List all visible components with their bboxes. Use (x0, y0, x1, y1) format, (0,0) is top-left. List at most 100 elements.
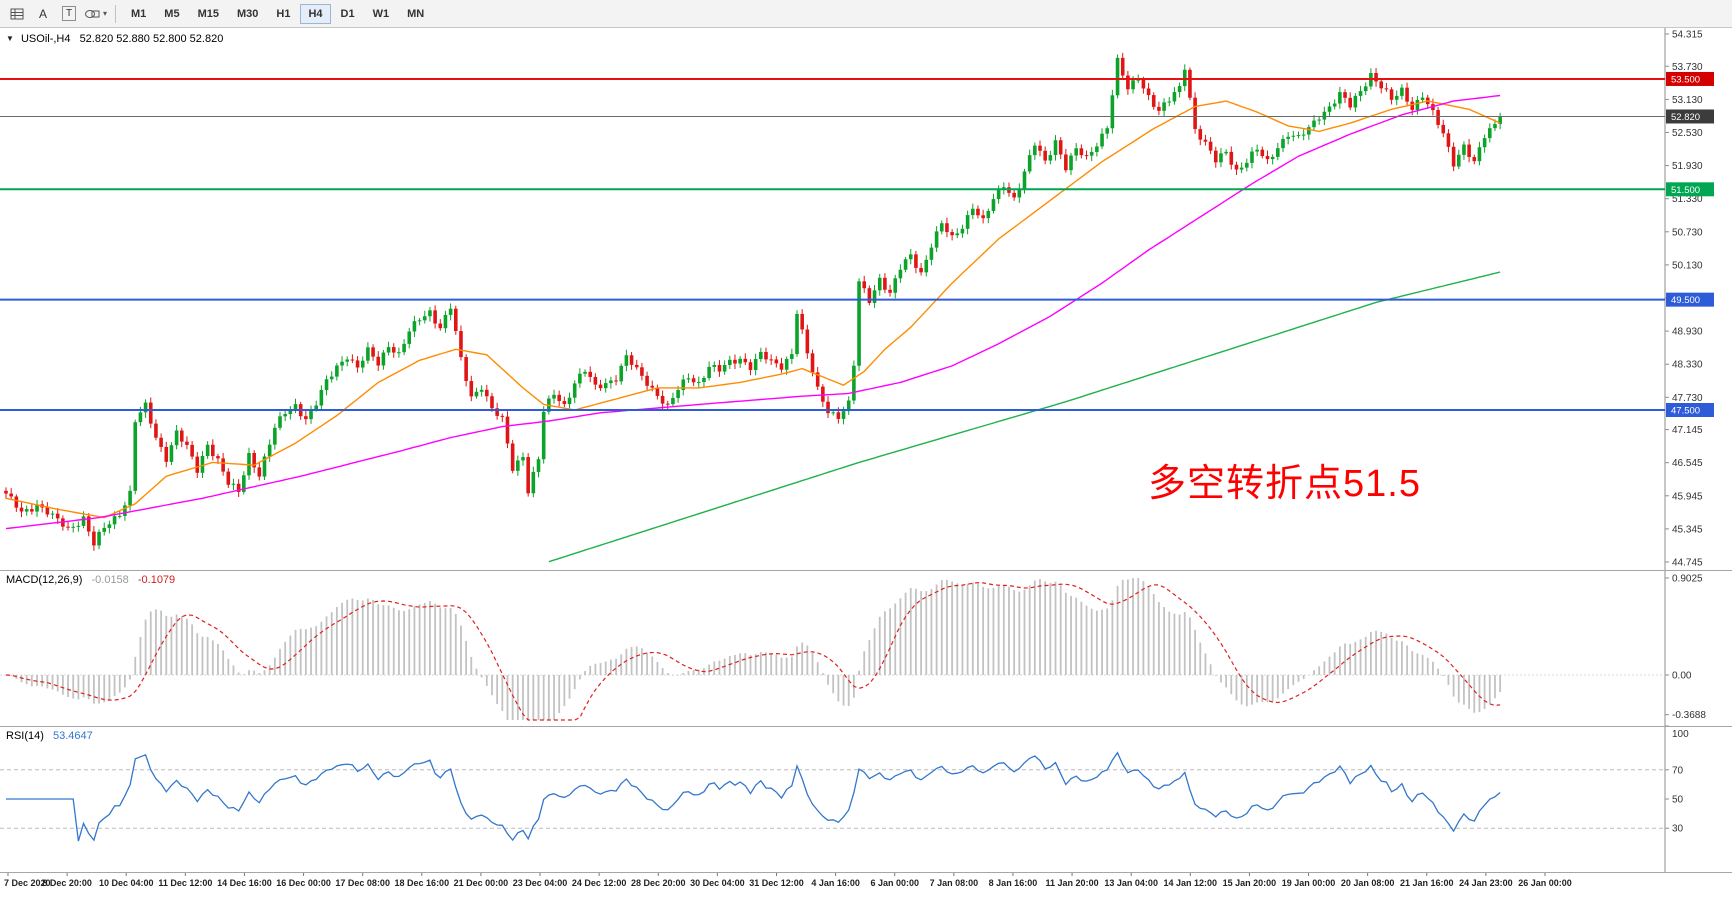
svg-text:7 Dec 2020: 7 Dec 2020 (4, 878, 51, 888)
svg-text:45.945: 45.945 (1672, 491, 1703, 502)
shapes-tool-button[interactable]: ▾ (83, 3, 108, 25)
svg-text:26 Jan 00:00: 26 Jan 00:00 (1518, 878, 1572, 888)
svg-text:30: 30 (1672, 824, 1684, 835)
text-tool-button[interactable]: A (31, 3, 55, 25)
grid-glyph (10, 8, 24, 19)
label-tool-label: T (61, 6, 77, 21)
svg-text:47.145: 47.145 (1672, 425, 1703, 436)
rsi-axis[interactable]: 100 70 50 30 (1665, 725, 1689, 835)
annotation-text[interactable]: 多空转折点51.5 (1148, 463, 1421, 505)
svg-text:8 Jan 16:00: 8 Jan 16:00 (989, 878, 1038, 888)
symbol-text: USOil-,H4 (20, 33, 71, 45)
svg-text:21 Dec 00:00: 21 Dec 00:00 (454, 878, 509, 888)
macd-axis[interactable]: 0.9025 0.00 -0.3688 (1665, 573, 1706, 721)
svg-text:50.130: 50.130 (1672, 260, 1703, 271)
horizontal-level-lines[interactable] (0, 77, 1665, 411)
svg-text:8 Dec 20:00: 8 Dec 20:00 (42, 878, 92, 888)
svg-text:51.930: 51.930 (1672, 161, 1703, 172)
table-grid-icon[interactable] (5, 3, 29, 25)
ma-slow-line (548, 271, 1501, 563)
svg-text:50: 50 (1672, 795, 1684, 806)
svg-text:24 Jan 23:00: 24 Jan 23:00 (1459, 878, 1513, 888)
timeframe-button-w1[interactable]: W1 (365, 4, 398, 24)
svg-text:52.820: 52.820 (1671, 112, 1700, 123)
svg-text:15 Jan 20:00: 15 Jan 20:00 (1223, 878, 1277, 888)
macd-signal-value: -0.1079 (137, 574, 176, 586)
svg-text:48.330: 48.330 (1672, 360, 1703, 371)
svg-text:24 Dec 12:00: 24 Dec 12:00 (572, 878, 627, 888)
svg-text:13 Jan 04:00: 13 Jan 04:00 (1104, 878, 1158, 888)
svg-text:46.545: 46.545 (1672, 458, 1703, 469)
svg-text:20 Jan 08:00: 20 Jan 08:00 (1341, 878, 1395, 888)
svg-text:14 Jan 12:00: 14 Jan 12:00 (1164, 878, 1218, 888)
timeframe-button-d1[interactable]: D1 (333, 4, 363, 24)
toolbar: A T ▾ M1 M5 M15 M30 H1 H4 D1 W1 MN (0, 0, 1732, 28)
svg-text:16 Dec 00:00: 16 Dec 00:00 (276, 878, 331, 888)
timeframe-button-m1[interactable]: M1 (123, 4, 154, 24)
price-badges: 53.500 52.820 51.500 49.500 47.500 (1666, 71, 1714, 417)
svg-text:7 Jan 08:00: 7 Jan 08:00 (930, 878, 979, 888)
svg-text:70: 70 (1672, 765, 1684, 776)
svg-text:48.930: 48.930 (1672, 327, 1703, 338)
panel-divider-rsi[interactable] (0, 726, 1732, 727)
svg-text:21 Jan 16:00: 21 Jan 16:00 (1400, 878, 1454, 888)
rsi-value: 53.4647 (52, 730, 93, 742)
rsi-line (6, 751, 1501, 842)
rsi-level-lines (0, 769, 1665, 829)
rsi-name: RSI(14) (6, 730, 44, 742)
svg-text:11 Dec 12:00: 11 Dec 12:00 (158, 878, 212, 888)
svg-text:52.530: 52.530 (1672, 128, 1703, 139)
macd-name: MACD(12,26,9) (6, 574, 83, 586)
toolbar-separator (115, 4, 117, 23)
timeframe-button-h1[interactable]: H1 (268, 4, 298, 24)
text-tool-label: A (38, 6, 47, 21)
svg-text:53.130: 53.130 (1672, 95, 1703, 106)
svg-text:53.730: 53.730 (1672, 62, 1703, 73)
ohlc-text: 52.820 52.880 52.800 52.820 (79, 33, 224, 45)
macd-signal-line (5, 582, 1501, 721)
ma-fast-line (5, 100, 1501, 519)
svg-text:45.345: 45.345 (1672, 524, 1703, 535)
shapes-icon (85, 9, 100, 18)
timeframe-button-m5[interactable]: M5 (156, 4, 187, 24)
expand-triangle-icon[interactable]: ▼ (6, 34, 14, 43)
rsi-label: RSI(14) 53.4647 (6, 730, 93, 742)
svg-text:54.315: 54.315 (1672, 30, 1703, 41)
svg-text:10 Dec 04:00: 10 Dec 04:00 (99, 878, 154, 888)
label-tool-button[interactable]: T (57, 3, 81, 25)
time-axis-divider (0, 872, 1732, 873)
timeframe-button-mn[interactable]: MN (399, 4, 432, 24)
svg-text:6 Jan 00:00: 6 Jan 00:00 (870, 878, 919, 888)
timeframe-button-h4[interactable]: H4 (300, 3, 331, 24)
svg-text:18 Dec 16:00: 18 Dec 16:00 (395, 878, 450, 888)
svg-text:0.9025: 0.9025 (1672, 573, 1703, 584)
svg-text:47.730: 47.730 (1672, 393, 1703, 404)
svg-text:19 Jan 00:00: 19 Jan 00:00 (1282, 878, 1336, 888)
svg-text:30 Dec 04:00: 30 Dec 04:00 (690, 878, 745, 888)
macd-label: MACD(12,26,9) -0.0158 -0.1079 (6, 574, 175, 586)
svg-text:28 Dec 20:00: 28 Dec 20:00 (631, 878, 686, 888)
svg-text:47.500: 47.500 (1671, 406, 1700, 417)
svg-text:31 Dec 12:00: 31 Dec 12:00 (749, 878, 804, 888)
svg-text:50.730: 50.730 (1672, 227, 1703, 238)
ma-mid-line (5, 94, 1501, 530)
timeframe-button-m30[interactable]: M30 (229, 4, 266, 24)
svg-text:51.500: 51.500 (1671, 185, 1700, 196)
svg-text:0.00: 0.00 (1672, 671, 1692, 682)
svg-text:4 Jan 16:00: 4 Jan 16:00 (811, 878, 860, 888)
dropdown-caret-icon: ▾ (103, 9, 108, 18)
symbol-ohlc-label: ▼ USOil-,H4 52.820 52.880 52.800 52.820 (6, 33, 223, 45)
svg-text:51.330: 51.330 (1672, 194, 1703, 205)
macd-main-value: -0.0158 (91, 574, 129, 586)
svg-text:100: 100 (1672, 729, 1689, 740)
svg-text:23 Dec 04:00: 23 Dec 04:00 (513, 878, 568, 888)
svg-text:14 Dec 16:00: 14 Dec 16:00 (217, 878, 272, 888)
svg-text:53.500: 53.500 (1671, 74, 1700, 85)
panel-divider-macd[interactable] (0, 570, 1732, 571)
svg-text:-0.3688: -0.3688 (1672, 710, 1706, 721)
svg-text:11 Jan 20:00: 11 Jan 20:00 (1046, 878, 1099, 888)
timeframe-button-m15[interactable]: M15 (190, 4, 227, 24)
